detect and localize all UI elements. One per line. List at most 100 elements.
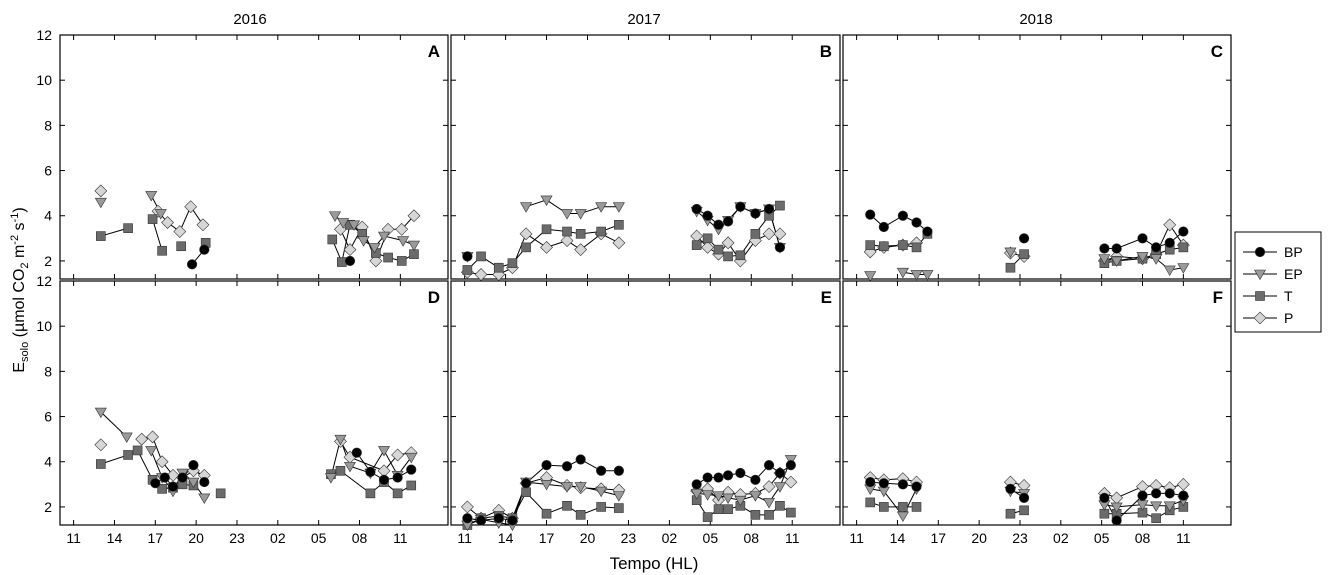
x-tick-label: 14 xyxy=(498,530,514,546)
marker-t xyxy=(775,500,785,511)
marker-bp xyxy=(691,203,702,215)
marker-ep xyxy=(328,211,342,222)
marker-ep xyxy=(357,236,370,247)
y-tick-label: 10 xyxy=(36,318,52,334)
marker-t xyxy=(462,265,473,275)
marker-bp xyxy=(722,216,734,227)
marker-bp xyxy=(1111,243,1122,254)
x-tick-label: 11 xyxy=(393,530,408,546)
marker-t xyxy=(691,240,702,250)
x-tick-label: 17 xyxy=(148,530,164,546)
x-tick-label: 17 xyxy=(539,530,555,546)
marker-t xyxy=(702,512,713,522)
x-tick-label: 23 xyxy=(621,530,637,546)
marker-ep xyxy=(574,209,587,220)
marker-ep xyxy=(94,197,107,209)
marker-ep xyxy=(1163,265,1176,277)
marker-ep xyxy=(722,493,735,504)
legend-entry-p: P xyxy=(1243,310,1293,326)
marker-ep xyxy=(187,477,200,489)
y-axis-ticks: 2 4 6 8 10 12 2 4 6 8 10 12 xyxy=(36,27,52,515)
marker-t xyxy=(911,242,922,253)
marker-bp xyxy=(897,479,909,490)
marker-p xyxy=(519,227,533,241)
x-tick-label: 11 xyxy=(457,530,472,546)
marker-bp xyxy=(1099,492,1110,503)
marker-p xyxy=(146,430,159,444)
x-tick-label: 17 xyxy=(931,530,947,546)
marker-bp xyxy=(865,476,876,488)
marker-t xyxy=(786,507,796,518)
marker-bp xyxy=(922,226,933,237)
marker-ep xyxy=(1177,263,1190,274)
marker-t xyxy=(713,244,724,255)
marker-ep xyxy=(574,482,587,493)
marker-ep xyxy=(368,243,381,254)
marker-ep xyxy=(337,218,350,229)
marker-p xyxy=(369,254,383,268)
marker-bp xyxy=(1005,483,1016,494)
marker-bp xyxy=(177,472,188,483)
marker-ep xyxy=(864,271,877,282)
marker-ep xyxy=(763,498,776,509)
marker-bp xyxy=(520,478,532,489)
marker-bp xyxy=(735,201,746,212)
marker-bp xyxy=(1137,490,1148,501)
marker-p xyxy=(407,209,421,223)
y-axis-label: Esolo (µmol CO2 m-2 s-1) xyxy=(9,207,31,372)
marker-bp xyxy=(186,259,198,270)
marker-bp xyxy=(167,481,179,492)
marker-t xyxy=(123,450,133,460)
marker-bp xyxy=(722,470,734,481)
x-tick-label: 02 xyxy=(662,530,678,546)
marker-t xyxy=(521,487,531,498)
marker-ep xyxy=(377,231,391,243)
panel-d: D xyxy=(59,280,449,526)
marker-ep xyxy=(348,220,361,231)
marker-t xyxy=(614,219,624,230)
x-tick-label: 08 xyxy=(1135,530,1151,546)
marker-bp xyxy=(1178,490,1189,501)
y-label-co2-sub: 2 xyxy=(19,262,31,268)
marker-ep xyxy=(1004,247,1017,258)
y-tick-label: 8 xyxy=(44,363,52,379)
marker-bp xyxy=(475,515,487,526)
y-label-close: ) xyxy=(11,207,28,212)
marker-p xyxy=(762,480,776,494)
x-tick-label: 05 xyxy=(311,530,327,546)
x-tick-label: 11 xyxy=(785,530,800,546)
marker-bp xyxy=(344,255,356,267)
marker-bp xyxy=(541,460,552,471)
marker-ep xyxy=(910,270,923,281)
marker-t xyxy=(147,214,158,224)
marker-ep xyxy=(734,495,747,507)
marker-t xyxy=(1005,262,1016,273)
y-tick-label: 10 xyxy=(36,72,52,88)
panels-group: A B C D E F xyxy=(59,34,1232,532)
series-line-t xyxy=(870,501,917,508)
column-title-2017: 2017 xyxy=(627,11,660,28)
marker-bp xyxy=(911,481,922,492)
y-tick-label: 12 xyxy=(36,273,52,289)
series-line-bp xyxy=(870,481,917,488)
panel-frame xyxy=(450,34,841,280)
y-tick-label: 2 xyxy=(44,499,52,515)
marker-t xyxy=(157,484,167,494)
marker-t xyxy=(750,229,761,239)
x-tick-label: 14 xyxy=(890,530,906,546)
series-markers xyxy=(863,209,1190,282)
y-tick-label: 8 xyxy=(44,117,52,133)
marker-bp xyxy=(774,467,786,479)
marker-p xyxy=(94,184,108,198)
x-tick-label: 11 xyxy=(1176,530,1191,546)
marker-t xyxy=(521,242,531,253)
marker-p xyxy=(395,222,409,236)
marker-bp xyxy=(575,454,586,465)
y-tick-label: 6 xyxy=(44,163,52,179)
marker-t xyxy=(1178,242,1189,253)
marker-bp xyxy=(150,478,161,489)
panel-frame xyxy=(59,280,449,526)
marker-ep xyxy=(701,490,714,501)
marker-ep xyxy=(1150,254,1163,265)
